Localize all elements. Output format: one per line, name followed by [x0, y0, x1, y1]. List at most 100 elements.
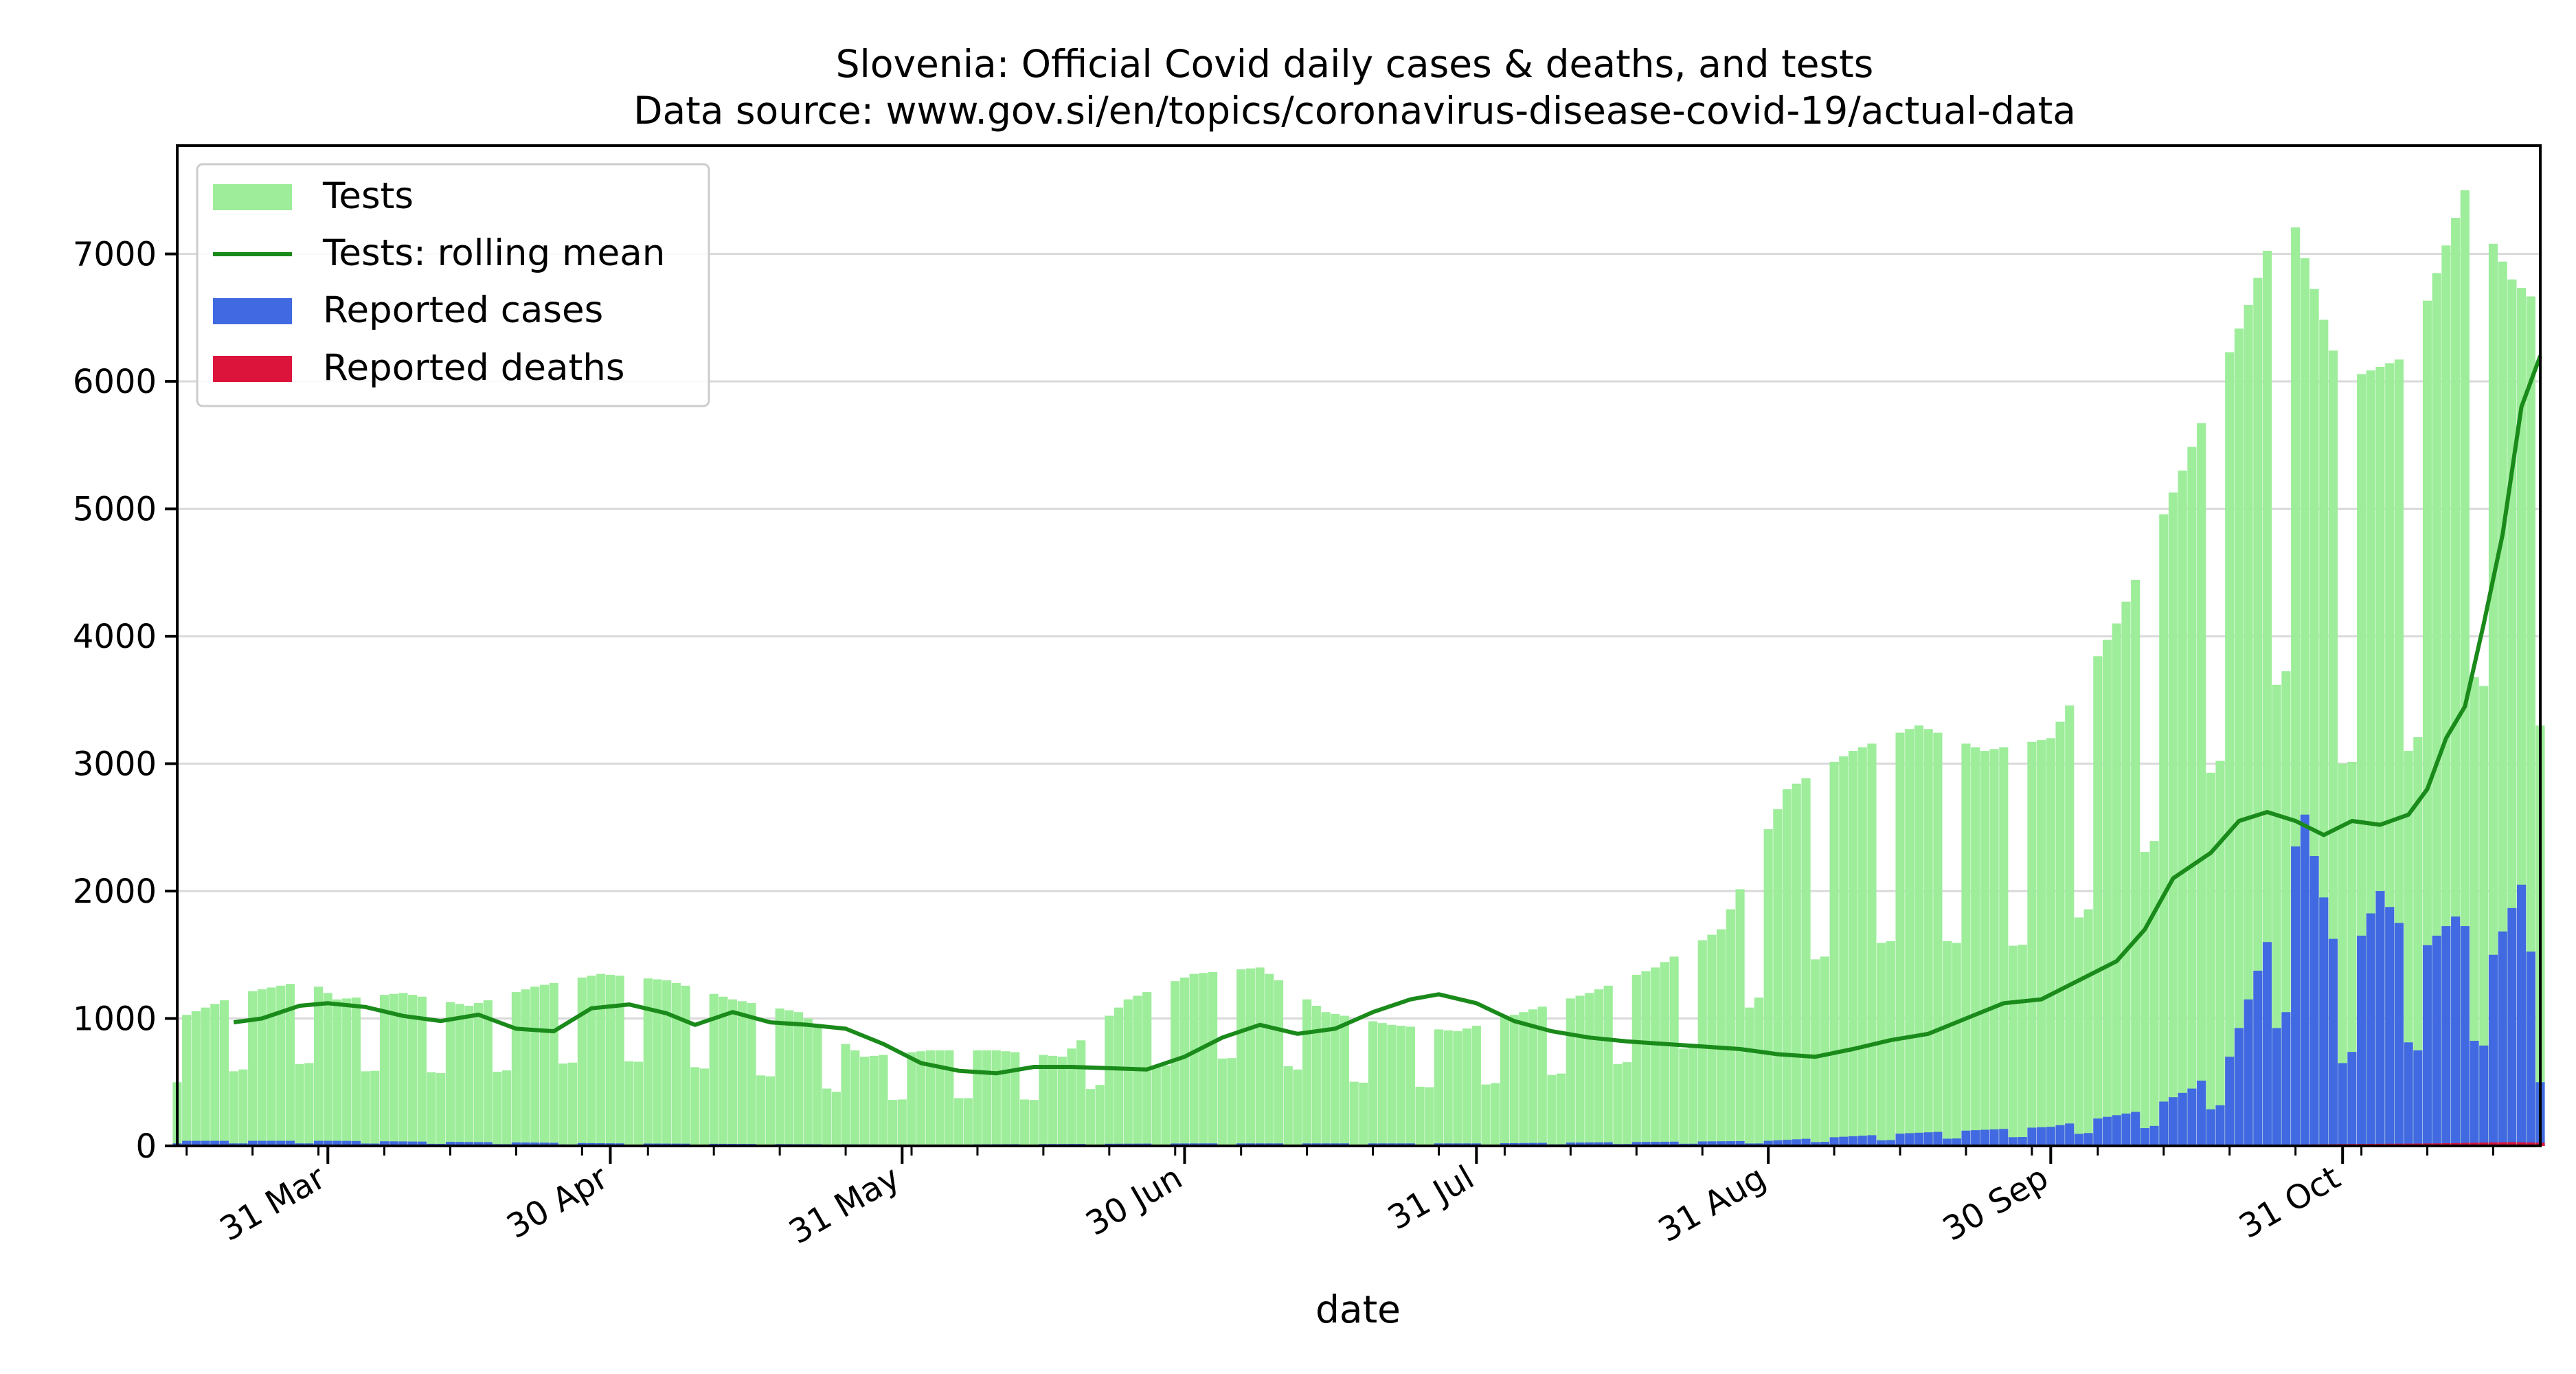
tests-bar — [1331, 1013, 1340, 1146]
cases-bar — [2291, 846, 2301, 1146]
tests-bar — [295, 1063, 304, 1146]
tests-bar — [1623, 1062, 1632, 1146]
cases-bar — [323, 1140, 332, 1146]
tests-bar — [342, 998, 352, 1146]
tests-bar — [539, 984, 550, 1146]
tests-bar — [719, 996, 728, 1146]
tests-bar — [313, 987, 324, 1146]
tests-bar — [2422, 300, 2432, 1146]
tests-bar — [793, 1012, 804, 1146]
cases-bar — [2065, 1123, 2075, 1146]
tests-bar — [1641, 971, 1651, 1146]
tests-bar — [267, 987, 276, 1146]
tests-bar — [728, 999, 738, 1146]
tests-bar — [1905, 729, 1914, 1146]
tests-bar — [897, 1099, 907, 1146]
tests-bar — [1829, 761, 1839, 1146]
cases-bar — [1669, 1141, 1679, 1146]
cases-bar — [464, 1142, 474, 1146]
tests-bar — [1368, 1021, 1378, 1146]
cases-bar — [219, 1140, 229, 1146]
tests-bar — [2074, 917, 2084, 1146]
tests-bar — [361, 1071, 370, 1146]
cases-bar — [182, 1140, 192, 1146]
cases-bar — [1792, 1139, 1801, 1146]
x-tick-label: 31 Aug — [1652, 1158, 1772, 1250]
cases-bar — [1735, 1140, 1745, 1146]
legend-label-cases: Reported cases — [323, 289, 603, 331]
tests-bar — [671, 982, 681, 1146]
tests-bar — [1151, 1067, 1161, 1146]
tests-bar — [1735, 889, 1745, 1146]
deaths-bar — [2460, 1142, 2470, 1146]
deaths-bar — [2479, 1142, 2489, 1146]
y-tick-label: 0 — [135, 1127, 157, 1166]
deaths-bar — [2517, 1142, 2527, 1146]
tests-bar — [229, 1071, 238, 1146]
tests-bar — [2140, 852, 2149, 1146]
cases-bar — [2037, 1127, 2046, 1146]
tests-bar — [1603, 985, 1613, 1146]
tests-bar — [1989, 749, 1999, 1146]
y-tick-label: 1000 — [73, 1000, 157, 1039]
cases-bar — [2178, 1092, 2187, 1146]
cases-bar — [2008, 1137, 2018, 1146]
x-axis-label: date — [1315, 1287, 1401, 1331]
tests-bar — [2526, 296, 2535, 1147]
tests-bar — [624, 1061, 634, 1146]
tests-bar — [1245, 968, 1255, 1146]
cases-bar — [1763, 1140, 1773, 1146]
tests-bar — [521, 989, 530, 1146]
cases-bar — [2526, 951, 2535, 1146]
cases-bar — [2413, 1050, 2423, 1146]
cases-bar — [1848, 1136, 1858, 1146]
tests-bar — [1471, 1026, 1481, 1146]
tests-bar — [2168, 492, 2178, 1146]
tests-bar — [1839, 756, 1849, 1146]
cases-bar — [1566, 1142, 1575, 1146]
tests-bar — [2488, 243, 2498, 1146]
tests-bar — [1923, 729, 1933, 1146]
tests-bar — [1895, 732, 1905, 1146]
cases-bar — [2197, 1080, 2206, 1146]
tests-bar — [1500, 1017, 1510, 1146]
tests-bar — [2187, 447, 2197, 1146]
tests-bar — [1048, 1055, 1058, 1146]
tests-bar — [1726, 909, 1735, 1146]
legend-swatch-tests — [213, 184, 292, 210]
tests-bar — [2347, 761, 2357, 1146]
tests-bar — [1660, 962, 1669, 1146]
legend-label-deaths: Reported deaths — [323, 347, 625, 389]
cases-bar — [389, 1141, 398, 1146]
cases-bar — [2281, 1012, 2291, 1146]
cases-bar — [2074, 1134, 2084, 1146]
tests-bar — [1697, 940, 1707, 1146]
cases-bar — [1660, 1141, 1669, 1146]
tests-bar — [511, 992, 521, 1146]
cases-bar — [2046, 1127, 2055, 1146]
cases-bar — [1961, 1130, 1971, 1146]
y-tick-label: 7000 — [73, 236, 157, 274]
cases-bar — [2441, 926, 2451, 1146]
tests-bar — [1387, 1024, 1397, 1146]
x-tick-label: 31 Oct — [2233, 1158, 2347, 1246]
tests-bar — [1274, 980, 1284, 1146]
y-tick-label: 2000 — [73, 872, 157, 911]
tests-bar — [464, 1005, 474, 1146]
cases-bar — [2300, 814, 2309, 1146]
tests-bar — [1707, 934, 1717, 1146]
cases-bar — [1857, 1136, 1867, 1146]
tests-bar — [841, 1044, 850, 1146]
cases-bar — [2206, 1109, 2215, 1146]
cases-bar — [2460, 926, 2470, 1146]
legend-swatch-cases — [213, 298, 292, 324]
tests-bar — [1848, 751, 1858, 1146]
cases-bar — [2093, 1118, 2103, 1146]
tests-bar — [201, 1007, 210, 1146]
cases-bar — [257, 1140, 267, 1146]
cases-bar — [1697, 1141, 1707, 1146]
tests-bar — [1631, 974, 1641, 1146]
cases-bar — [1989, 1129, 1999, 1146]
tests-bar — [1952, 943, 1961, 1146]
